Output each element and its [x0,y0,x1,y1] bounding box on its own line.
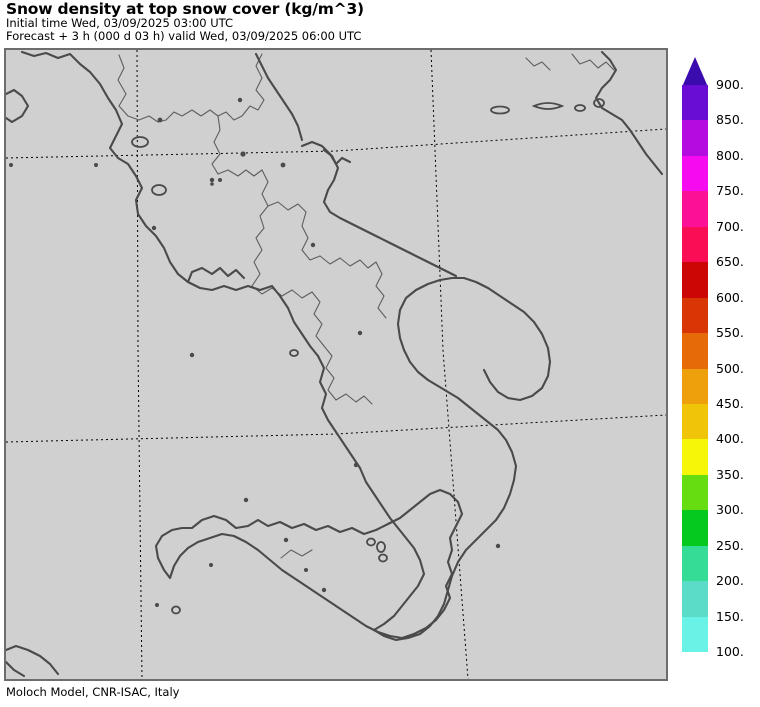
station-dot [353,462,359,468]
colorbar-tick-650: 650. [716,254,744,270]
colorbar-tick-700: 700. [716,218,744,234]
colorbar-tick-labels: 900. 850. 800. 750. 700. 650. 600. 550. 500. 450.… [716,57,760,659]
station-dot [357,330,363,336]
colorbar-tick-750: 750. [716,183,744,199]
coast-tyrrhenian-central [20,50,320,358]
colorbar-tick-400: 400. [716,431,744,447]
colorbar-band-8 [682,368,708,404]
lake-bolsena [151,184,167,196]
station-dot [189,352,195,358]
colorbar-band-14 [682,581,708,617]
coast-sardinia-sliver-south [6,644,60,676]
colorbar-band-7 [682,333,708,369]
colorbar-band-11 [682,474,708,511]
colorbar-tick-100: 100. [716,644,744,659]
coast-adriatic-north [254,52,304,142]
lake-trasimeno [131,136,149,148]
colorbar-tick-600: 600. [716,289,744,305]
island-ustica [171,605,181,615]
station-dot [304,568,308,572]
station-dot [9,163,13,167]
colorbar-arrow-icon [682,57,708,87]
colorbar-tick-500: 500. [716,360,744,376]
coast-sardinia-sliver-lower [6,660,26,678]
colorbar-band-2 [682,155,708,192]
island-aeolian-1 [366,537,376,547]
coastlines [6,50,664,678]
station-dot [209,177,215,183]
forecast-valid-line: Forecast + 3 h (000 d 03 h) valid Wed, 0… [6,29,362,43]
island-dalmatian-1 [490,105,510,115]
colorbar-tick-450: 450. [716,395,744,411]
colorbar-band-15 [682,616,708,652]
colorbar-band-12 [682,510,708,546]
station-dot [94,163,98,167]
colorbar-bands [682,85,708,652]
colorbar-tick-250: 250. [716,537,744,553]
colorbar-tick-850: 850. [716,112,744,128]
coast-campania-gulfs [186,266,246,284]
station-dot [218,178,222,182]
coast-sicily [154,488,464,640]
coast-sardinia-sliver [6,88,30,124]
coast-puglia-heel [450,276,552,402]
island-dalmatian-4 [593,98,605,108]
page-title: Snow density at top snow cover (kg/m^3) [6,0,364,18]
gridline-parallel-mid [6,414,666,443]
administrative-borders [117,53,615,559]
colorbar-band-6 [682,297,708,334]
island-aeolian-3 [378,553,388,563]
colorbar-band-1 [682,120,708,156]
station-dot [240,151,246,157]
islands-and-lakes [131,98,605,615]
station-dot [237,97,243,103]
map-canvas[interactable] [6,50,666,679]
colorbar-tick-300: 300. [716,502,744,518]
colorbar-band-3 [682,191,708,227]
coast-calabria-ionian [372,276,518,642]
header-block: Snow density at top snow cover (kg/m^3) … [6,1,666,43]
colorbar-tick-150: 150. [716,608,744,624]
colorbar-band-9 [682,403,708,440]
colorbar[interactable] [682,57,708,652]
model-credit: Moloch Model, CNR-ISAC, Italy [6,685,180,699]
station-dot [155,603,159,607]
colorbar-band-10 [682,439,708,475]
coast-gargano [300,140,352,166]
colorbar-tick-350: 350. [716,466,744,482]
colorbar-band-0 [682,85,708,121]
colorbar-band-5 [682,262,708,298]
coast-dalmatia [594,50,664,176]
island-dalmatian-2 [531,102,565,110]
station-dot [283,537,289,543]
station-dot [280,162,286,168]
station-dot [210,182,214,186]
island-aeolian-2 [376,541,386,553]
colorbar-tick-550: 550. [716,325,744,341]
colorbar-tick-800: 800. [716,147,744,163]
initial-time-line: Initial time Wed, 03/09/2025 03:00 UTC [6,16,234,30]
station-dot [151,225,157,231]
station-dot [495,543,501,549]
station-dot [310,242,316,248]
gridline-meridian-west [136,50,143,679]
island-capri [289,349,299,357]
station-dot [157,117,163,123]
colorbar-tick-900: 900. [716,77,744,92]
gridline-parallel-north [6,128,666,159]
coast-adriatic [322,148,458,278]
colorbar-tick-200: 200. [716,573,744,589]
colorbar-band-4 [682,226,708,263]
colorbar-band-13 [682,545,708,582]
map-panel[interactable] [4,48,668,681]
station-dot [209,563,213,567]
station-dots [9,97,501,607]
island-dalmatian-3 [574,104,586,112]
coast-calabria-west [316,354,426,632]
gridline-meridian-east [430,50,469,679]
station-dot [321,587,327,593]
graticule [6,50,666,679]
station-dot [243,497,249,503]
